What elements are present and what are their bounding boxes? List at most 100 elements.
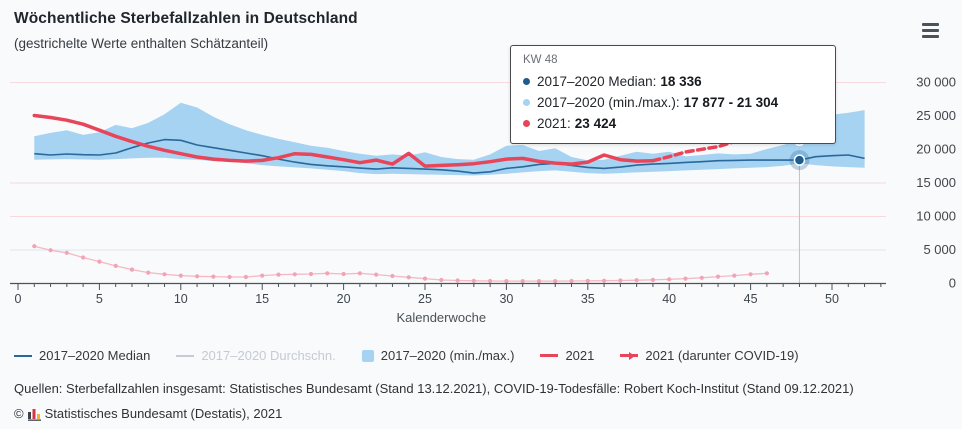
covid-marker (488, 278, 493, 284)
covid-marker (357, 271, 362, 276)
x-tick-label: 45 (744, 292, 758, 306)
x-tick-label: 25 (418, 292, 432, 306)
x-tick-label: 20 (337, 292, 351, 306)
covid-marker (243, 274, 248, 280)
x-axis: 0 5 10 15 20 25 30 35 40 45 50 Kalenderwoche (10, 282, 886, 325)
marker-dot[interactable] (793, 154, 806, 166)
covid-marker (146, 270, 151, 275)
tooltip-row-label: 2017–2020 (min./max.): (537, 95, 680, 110)
legend-label: 2017–2020 Durchschn. (201, 348, 336, 363)
covid-marker (341, 271, 346, 277)
covid-marker (585, 278, 590, 283)
tooltip-row-value: 17 877 - 21 304 (683, 95, 779, 110)
legend-label: 2017–2020 Median (39, 348, 151, 363)
covid-marker (276, 272, 281, 277)
page-subtitle: (gestrichelte Werte enthalten Schätzante… (14, 36, 269, 51)
tooltip-row: 2017–2020 Median: 18 336 (523, 71, 823, 92)
minmax-band-area (34, 102, 865, 176)
covid-marker (406, 275, 411, 280)
legend-label: 2021 (darunter COVID-19) (645, 348, 799, 363)
legend-item-2021-darunter-covid-19-[interactable]: 2021 (darunter COVID-19) (620, 348, 799, 363)
covid-marker (308, 271, 314, 277)
x-tick-label: 30 (499, 292, 513, 306)
sources-text: Quellen: Sterbefallzahlen insgesamt: Sta… (14, 381, 854, 396)
covid-marker (292, 272, 297, 277)
tooltip-row: 2021: 23 424 (523, 113, 823, 134)
covid-marker (569, 278, 574, 284)
x-tick-label: 50 (825, 292, 839, 306)
covid-marker (536, 279, 542, 284)
y-axis-labels: 30 000 25 000 20 000 15 000 10 000 5 000 0 (916, 75, 956, 291)
x-tick-label: 40 (662, 292, 676, 306)
x-tick-label: 0 (15, 292, 22, 306)
covid-marker (618, 278, 623, 283)
y-tick-label: 0 (949, 276, 956, 291)
covid-marker (81, 255, 86, 260)
x-tick-label: 15 (255, 292, 269, 306)
covid-line-path (34, 245, 767, 282)
covid-marker (178, 273, 183, 278)
covid-marker (602, 278, 607, 283)
legend-item-2021[interactable]: 2021 (540, 348, 594, 363)
tooltip: KW 48 2017–2020 Median: 18 336 2017–2020 (… (510, 45, 836, 144)
chart-legend: 2017–2020 Median 2017–2020 Durchschn. 2017… (14, 348, 799, 363)
footer-copyright: © Statistisches Bundesamt (Destatis), 20… (14, 406, 282, 421)
y-tick-label: 5 000 (923, 242, 956, 257)
covid-marker (553, 279, 558, 284)
covid-marker (325, 271, 330, 276)
covid-marker (634, 278, 639, 283)
tooltip-row-label: 2021: (537, 116, 571, 131)
covid-marker (504, 279, 509, 284)
covid-marker (211, 274, 216, 279)
covid-marker (390, 273, 395, 279)
covid-marker (162, 272, 167, 277)
covid-line (32, 244, 770, 284)
y-tick-label: 10 000 (916, 209, 956, 224)
covid-marker (732, 273, 737, 278)
covid-marker (97, 259, 102, 264)
covid-marker (667, 277, 672, 282)
median-line-path (34, 138, 865, 174)
covid-marker (455, 278, 460, 283)
legend-label: 2021 (565, 348, 595, 363)
covid-marker (113, 263, 118, 268)
legend-swatch-icon (361, 349, 374, 362)
footer-text: Statistisches Bundesamt (Destatis), 2021 (44, 406, 283, 421)
covid-marker (374, 272, 379, 277)
series-color-dot-icon (523, 78, 530, 85)
covid-marker (48, 248, 53, 253)
y-tick-label: 20 000 (916, 142, 956, 157)
legend-swatch-icon (540, 354, 559, 357)
legend-item-2017-2020-median[interactable]: 2017–2020 Median (14, 348, 150, 363)
legend-swatch-icon (14, 354, 32, 357)
copyright-symbol: © (14, 406, 24, 421)
covid-marker (520, 279, 525, 284)
tooltip-row-value: 23 424 (574, 116, 617, 131)
covid-marker (764, 271, 770, 276)
series-color-dot-icon (523, 120, 530, 127)
tooltip-rows: 2017–2020 Median: 18 336 2017–2020 (min./m… (523, 71, 823, 134)
tooltip-row: 2017–2020 (min./max.): 17 877 - 21 304 (523, 92, 823, 113)
legend-swatch-icon (176, 354, 195, 357)
x-tick-label: 35 (581, 292, 595, 306)
covid-marker (227, 274, 232, 280)
legend-label: 2017–2020 (min./max.) (380, 348, 515, 363)
tooltip-row-label: 2017–2020 Median: (537, 74, 657, 89)
tooltip-row-value: 18 336 (660, 74, 702, 89)
covid-marker (683, 276, 688, 281)
covid-marker (422, 276, 428, 281)
tooltip-week-label: KW 48 (523, 54, 558, 66)
covid-marker (699, 275, 704, 280)
covid-marker (715, 274, 721, 279)
covid-marker (129, 267, 135, 272)
covid-marker (32, 244, 37, 249)
legend-item-2017-2020-min-max-[interactable]: 2017–2020 (min./max.) (361, 348, 515, 363)
x-axis-title: Kalenderwoche (396, 310, 486, 325)
covid-marker (195, 274, 200, 279)
legend-item-2017-2020-durchschn-[interactable]: 2017–2020 Durchschn. (176, 348, 336, 363)
x-tick-label: 5 (96, 292, 103, 306)
covid-marker (471, 278, 476, 283)
legend-swatch-icon (620, 351, 639, 360)
hamburger-menu-icon[interactable] (922, 20, 942, 40)
